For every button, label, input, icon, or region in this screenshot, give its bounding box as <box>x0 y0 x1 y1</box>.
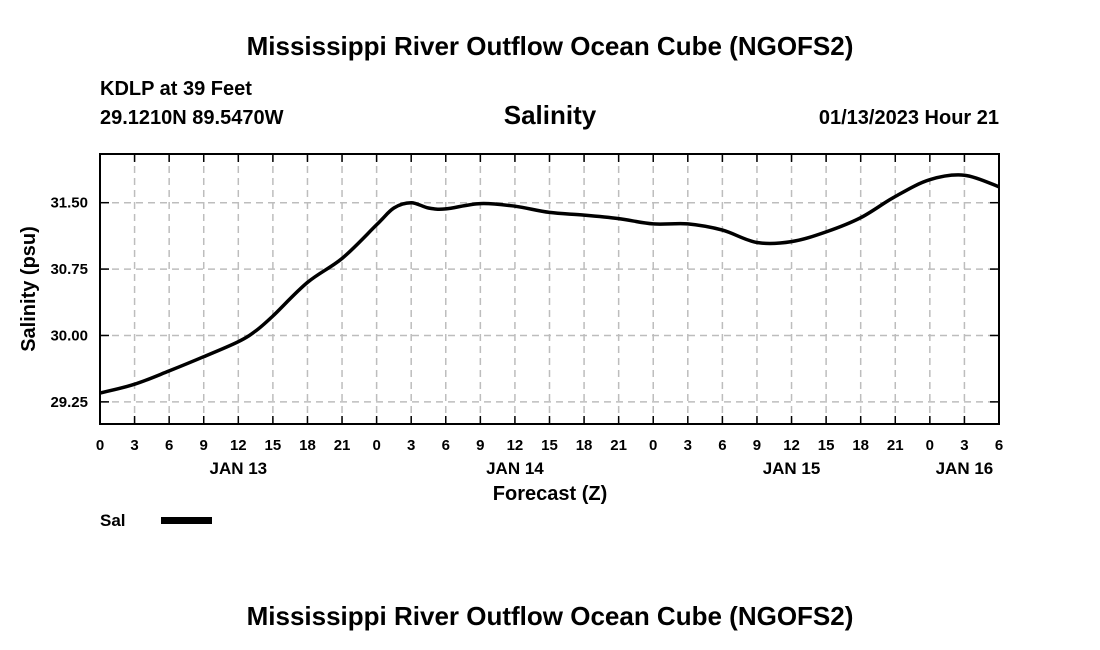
x-tick-label: 12 <box>230 437 247 454</box>
x-tick-label: 21 <box>887 437 904 454</box>
station-coords: 29.1210N 89.5470W <box>100 107 284 129</box>
y-tick-label: 31.50 <box>50 195 88 212</box>
x-tick-label: 6 <box>995 437 1003 454</box>
chart-title: Salinity <box>504 100 597 130</box>
date-label: JAN 14 <box>486 459 544 478</box>
date-label: JAN 15 <box>763 459 821 478</box>
grid <box>100 154 999 424</box>
station-name: KDLP at 39 Feet <box>100 78 252 100</box>
x-tick-label: 12 <box>783 437 800 454</box>
footer-title: Mississippi River Outflow Ocean Cube (NG… <box>247 601 854 631</box>
x-tick-label: 0 <box>96 437 104 454</box>
x-tick-label: 15 <box>541 437 558 454</box>
x-tick-label: 6 <box>442 437 450 454</box>
x-tick-label: 0 <box>649 437 657 454</box>
forecast-datetime: 01/13/2023 Hour 21 <box>819 107 999 129</box>
x-tick-label: 3 <box>960 437 968 454</box>
legend-label: Sal <box>100 511 126 530</box>
plot-frame <box>99 153 1000 425</box>
x-tick-label: 9 <box>200 437 208 454</box>
x-tick-label: 3 <box>130 437 138 454</box>
date-label: JAN 16 <box>936 459 994 478</box>
x-tick-label: 21 <box>610 437 627 454</box>
y-axis-title: Salinity (psu) <box>18 226 40 352</box>
page-title: Mississippi River Outflow Ocean Cube (NG… <box>247 31 854 61</box>
x-tick-label: 18 <box>852 437 869 454</box>
legend-swatch <box>161 517 212 524</box>
x-tick-label: 15 <box>818 437 835 454</box>
x-tick-label: 9 <box>476 437 484 454</box>
legend: Sal <box>100 511 212 530</box>
date-label: JAN 13 <box>209 459 267 478</box>
axis-labels: 0 3 6 9 12 15 18 21 0 3 6 9 12 15 18 21 0 3 6 9 12 15 18 21 0 3 6 2… <box>50 195 1003 478</box>
x-tick-label: 3 <box>684 437 692 454</box>
x-tick-label: 15 <box>265 437 282 454</box>
x-tick-label: 12 <box>507 437 524 454</box>
series-line-sal <box>99 173 1000 395</box>
y-tick-label: 30.75 <box>50 261 88 278</box>
x-tick-label: 6 <box>718 437 726 454</box>
x-tick-label: 18 <box>299 437 316 454</box>
x-tick-label: 21 <box>334 437 351 454</box>
x-tick-label: 18 <box>576 437 593 454</box>
y-tick-label: 30.00 <box>50 327 88 344</box>
x-tick-label: 0 <box>926 437 934 454</box>
series-layer <box>99 173 1000 395</box>
x-tick-label: 3 <box>407 437 415 454</box>
x-axis-title: Forecast (Z) <box>493 483 607 505</box>
x-tick-label: 0 <box>372 437 380 454</box>
y-tick-label: 29.25 <box>50 394 88 411</box>
x-tick-label: 9 <box>753 437 761 454</box>
x-tick-label: 6 <box>165 437 173 454</box>
